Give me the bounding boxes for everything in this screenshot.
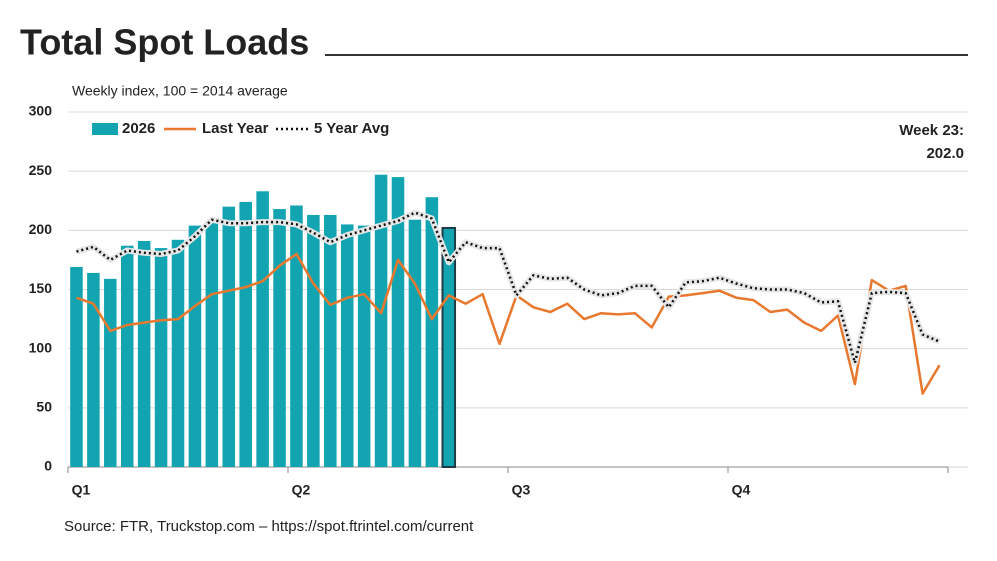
bar — [425, 197, 439, 467]
bar — [324, 214, 337, 467]
y-tick-label: 0 — [44, 458, 52, 474]
subtitle: Weekly index, 100 = 2014 average — [72, 83, 288, 99]
legend-label: 2026 — [122, 120, 155, 137]
bar — [239, 201, 252, 467]
source: Source: FTR, Truckstop.com – https://spo… — [64, 518, 474, 535]
x-tick-label: Q1 — [72, 482, 91, 498]
line — [76, 252, 941, 395]
bar — [307, 214, 320, 467]
legend-swatch — [92, 123, 118, 135]
bar — [391, 177, 405, 468]
bar — [154, 248, 168, 467]
line — [76, 211, 940, 365]
y-tick-label: 250 — [29, 162, 53, 178]
bar — [273, 209, 286, 468]
x-tick-label: Q4 — [732, 482, 751, 498]
y-tick-label: 50 — [36, 399, 52, 415]
bar — [70, 267, 83, 467]
chart-title: Total Spot Loads — [20, 22, 309, 63]
legend-label: 5 Year Avg — [314, 120, 389, 137]
legend-label: Last Year — [202, 120, 269, 137]
bar — [340, 224, 354, 467]
bar — [222, 206, 236, 467]
x-tick-label: Q2 — [292, 482, 311, 498]
bar — [441, 226, 457, 468]
bar — [408, 219, 422, 467]
bar — [104, 278, 117, 467]
annotation: Week 23: — [899, 122, 964, 139]
y-tick-label: 200 — [29, 221, 53, 237]
bar — [290, 205, 303, 467]
annotation: 202.0 — [926, 145, 964, 162]
bar — [357, 225, 371, 467]
bar — [137, 240, 151, 467]
bar — [171, 239, 185, 467]
bar — [256, 191, 269, 468]
bar — [87, 272, 100, 467]
bar — [120, 245, 134, 467]
y-tick-label: 300 — [29, 103, 53, 119]
bar — [374, 174, 388, 467]
y-tick-label: 100 — [29, 339, 53, 355]
y-tick-label: 150 — [29, 280, 53, 296]
bar — [188, 225, 202, 467]
bar — [205, 220, 219, 467]
x-tick-label: Q3 — [512, 482, 531, 498]
